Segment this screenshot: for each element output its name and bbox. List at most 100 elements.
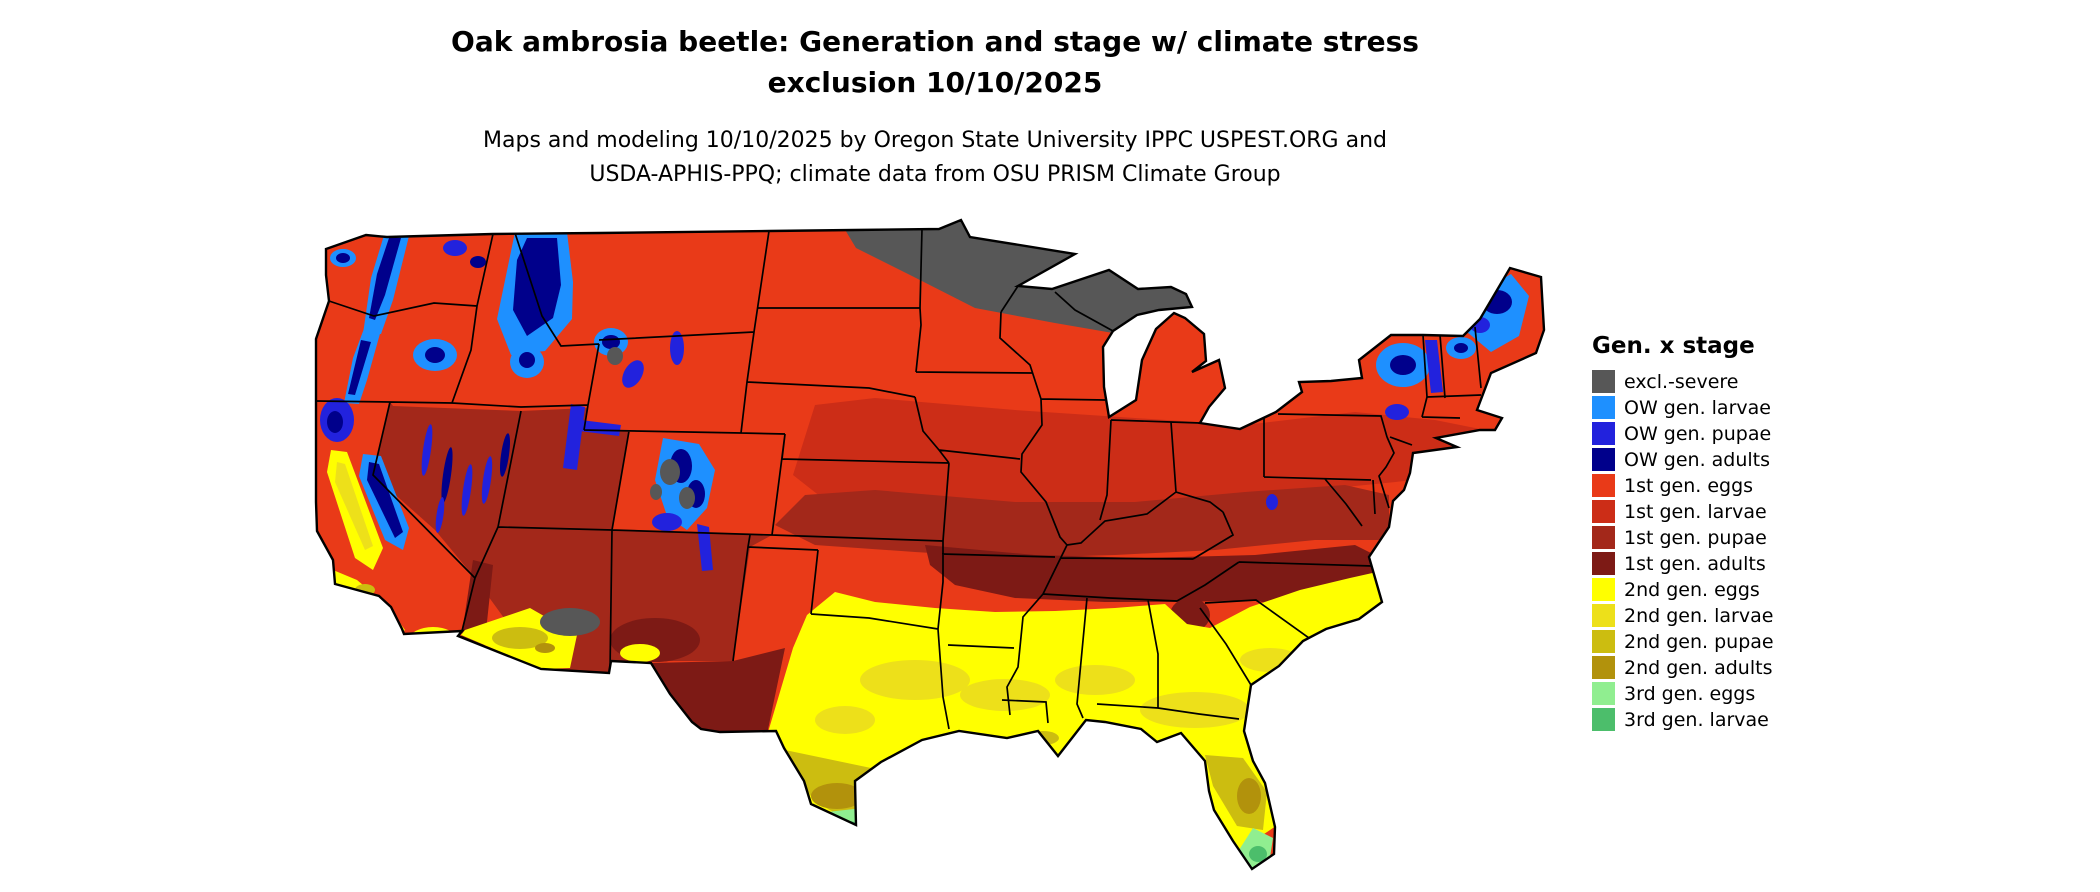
map-region <box>579 420 621 436</box>
legend-label: OW gen. adults <box>1624 448 1771 471</box>
legend-row: 3rd gen. larvae <box>1592 708 1774 731</box>
legend-row: 2nd gen. larvae <box>1592 604 1774 627</box>
legend-swatch-gen3-eggs <box>1592 682 1615 705</box>
legend-swatch-gen3-larvae <box>1592 708 1615 731</box>
map-region <box>367 462 403 538</box>
page-subtitle: Maps and modeling 10/10/2025 by Oregon S… <box>0 124 1870 192</box>
map-region <box>650 484 662 500</box>
legend-row: excl.-severe <box>1592 370 1774 393</box>
map-region <box>1385 404 1409 420</box>
legend-label: 2nd gen. eggs <box>1624 578 1760 601</box>
map-region <box>844 220 1200 333</box>
map-region <box>499 433 511 477</box>
legend-label: OW gen. pupae <box>1624 422 1772 445</box>
map-region <box>1249 846 1267 862</box>
mountain-ow-regions <box>320 232 1529 571</box>
legend-row: 1st gen. adults <box>1592 552 1774 575</box>
gen1-bands <box>775 398 1485 632</box>
map-region <box>461 464 473 516</box>
legend-label: 3rd gen. larvae <box>1624 708 1769 731</box>
legend-label: 1st gen. eggs <box>1624 474 1754 497</box>
map-region <box>860 660 970 700</box>
map-region <box>1140 692 1250 728</box>
map-region <box>651 648 785 739</box>
basin-range-stripes <box>421 424 511 533</box>
map-region <box>1454 343 1468 353</box>
legend-label: 3rd gen. eggs <box>1624 682 1756 705</box>
legend-swatch-gen1-larvae <box>1592 500 1615 523</box>
map-region <box>1390 355 1416 375</box>
map-region <box>836 821 862 843</box>
map-region <box>540 608 600 636</box>
legend-label: OW gen. larvae <box>1624 396 1771 419</box>
map-region <box>498 408 629 530</box>
southern-gen2-gen3 <box>766 568 1415 869</box>
map-region <box>336 253 350 263</box>
map-region <box>660 459 680 485</box>
map-region <box>1055 665 1135 695</box>
map-region <box>519 352 535 368</box>
title-line-1: Oak ambrosia beetle: Generation and stag… <box>451 25 1419 58</box>
title-line-2: exclusion 10/10/2025 <box>767 65 1103 99</box>
map-region <box>960 679 1050 711</box>
legend-swatch-gen2-adults <box>1592 656 1615 679</box>
legend-swatch-ow-larvae <box>1592 396 1615 419</box>
legend-row: 1st gen. pupae <box>1592 526 1774 549</box>
legend-row: 1st gen. larvae <box>1592 500 1774 523</box>
map-region <box>679 487 695 509</box>
legend-swatch-ow-adults <box>1592 448 1615 471</box>
map-region <box>425 347 445 363</box>
map-region <box>335 462 373 550</box>
legend-label: 1st gen. adults <box>1624 552 1766 575</box>
map-region <box>443 240 467 256</box>
subtitle-line-1: Maps and modeling 10/10/2025 by Oregon S… <box>483 128 1387 153</box>
legend-label: 1st gen. larvae <box>1624 500 1767 523</box>
map-region <box>481 456 493 504</box>
legend-title: Gen. x stage <box>1592 333 1755 359</box>
map-region <box>1482 290 1512 314</box>
map-region <box>535 643 555 653</box>
map-region <box>1237 778 1261 814</box>
map-region <box>327 411 343 433</box>
map-region <box>369 238 401 320</box>
legend-row: 3rd gen. eggs <box>1592 682 1774 705</box>
legend-swatch-gen2-larvae <box>1592 604 1615 627</box>
legend-row: 1st gen. eggs <box>1592 474 1774 497</box>
map-region <box>1240 648 1300 672</box>
legend-label: 2nd gen. pupae <box>1624 630 1774 653</box>
legend-row: OW gen. pupae <box>1592 422 1774 445</box>
legend-swatch-ow-pupae <box>1592 422 1615 445</box>
map-region <box>622 360 644 388</box>
map-region <box>670 331 684 365</box>
map-region <box>563 404 585 470</box>
map-region <box>1425 340 1443 393</box>
legend-label: excl.-severe <box>1624 370 1739 393</box>
legend-label: 2nd gen. adults <box>1624 656 1773 679</box>
legend-row: 2nd gen. eggs <box>1592 578 1774 601</box>
legend-swatch-gen1-eggs <box>1592 474 1615 497</box>
map-raster-layers <box>316 220 1544 869</box>
legend-row: OW gen. larvae <box>1592 396 1774 419</box>
map-region <box>424 638 446 650</box>
legend-label: 1st gen. pupae <box>1624 526 1767 549</box>
legend-row: 2nd gen. adults <box>1592 656 1774 679</box>
map-region <box>652 513 682 531</box>
map-region <box>421 424 433 476</box>
map-region <box>435 497 445 533</box>
legend: Gen. x stage excl.-severe OW gen. larvae… <box>1592 333 1774 734</box>
map-region <box>348 340 371 395</box>
map-region <box>1266 494 1278 510</box>
map-region <box>811 783 863 809</box>
us-map-svg <box>314 218 1546 871</box>
legend-swatch-gen2-eggs <box>1592 578 1615 601</box>
us-map <box>310 214 1555 892</box>
legend-label: 2nd gen. larvae <box>1624 604 1774 627</box>
page-title: Oak ambrosia beetle: Generation and stag… <box>0 22 1870 103</box>
map-region <box>697 524 713 571</box>
legend-swatch-excl-severe <box>1592 370 1615 393</box>
map-region <box>470 256 486 268</box>
map-region <box>492 627 548 649</box>
legend-row: 2nd gen. pupae <box>1592 630 1774 653</box>
map-region <box>607 347 623 365</box>
legend-swatch-gen1-adults <box>1592 552 1615 575</box>
